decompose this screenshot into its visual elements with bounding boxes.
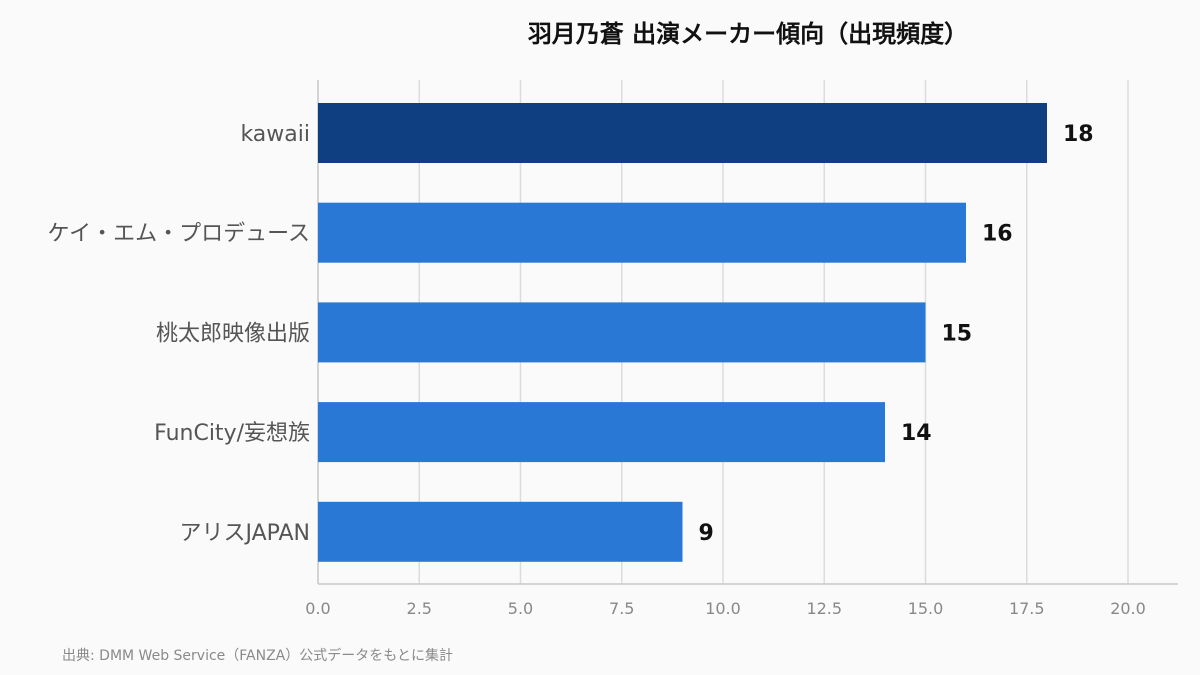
source-note: 出典: DMM Web Service（FANZA）公式データをもとに集計 <box>62 648 453 664</box>
value-label: 18 <box>1063 122 1094 147</box>
category-label: FunCity/妄想族 <box>154 421 310 446</box>
x-tick-label: 15.0 <box>908 599 944 618</box>
category-label: ケイ・エム・プロデュース <box>48 222 310 247</box>
value-label: 9 <box>699 521 714 546</box>
x-tick-label: 0.0 <box>305 599 330 618</box>
x-tick-label: 5.0 <box>508 599 533 618</box>
bar <box>318 302 926 363</box>
category-label: 桃太郎映像出版 <box>156 321 310 346</box>
category-label: kawaii <box>240 122 310 147</box>
bar <box>318 402 885 463</box>
bar <box>318 202 966 263</box>
value-label: 14 <box>901 421 932 446</box>
category-label: アリスJAPAN <box>179 521 310 546</box>
chart-title: 羽月乃蒼 出演メーカー傾向（出現頻度） <box>527 20 969 48</box>
value-label: 15 <box>942 321 973 346</box>
bar <box>318 103 1047 163</box>
value-label: 16 <box>982 222 1013 247</box>
bar <box>318 501 683 562</box>
x-tick-label: 12.5 <box>806 599 842 618</box>
x-tick-label: 10.0 <box>705 599 741 618</box>
x-tick-label: 17.5 <box>1009 599 1045 618</box>
x-tick-label: 20.0 <box>1110 599 1146 618</box>
x-tick-label: 2.5 <box>407 599 432 618</box>
x-tick-label: 7.5 <box>609 599 634 618</box>
